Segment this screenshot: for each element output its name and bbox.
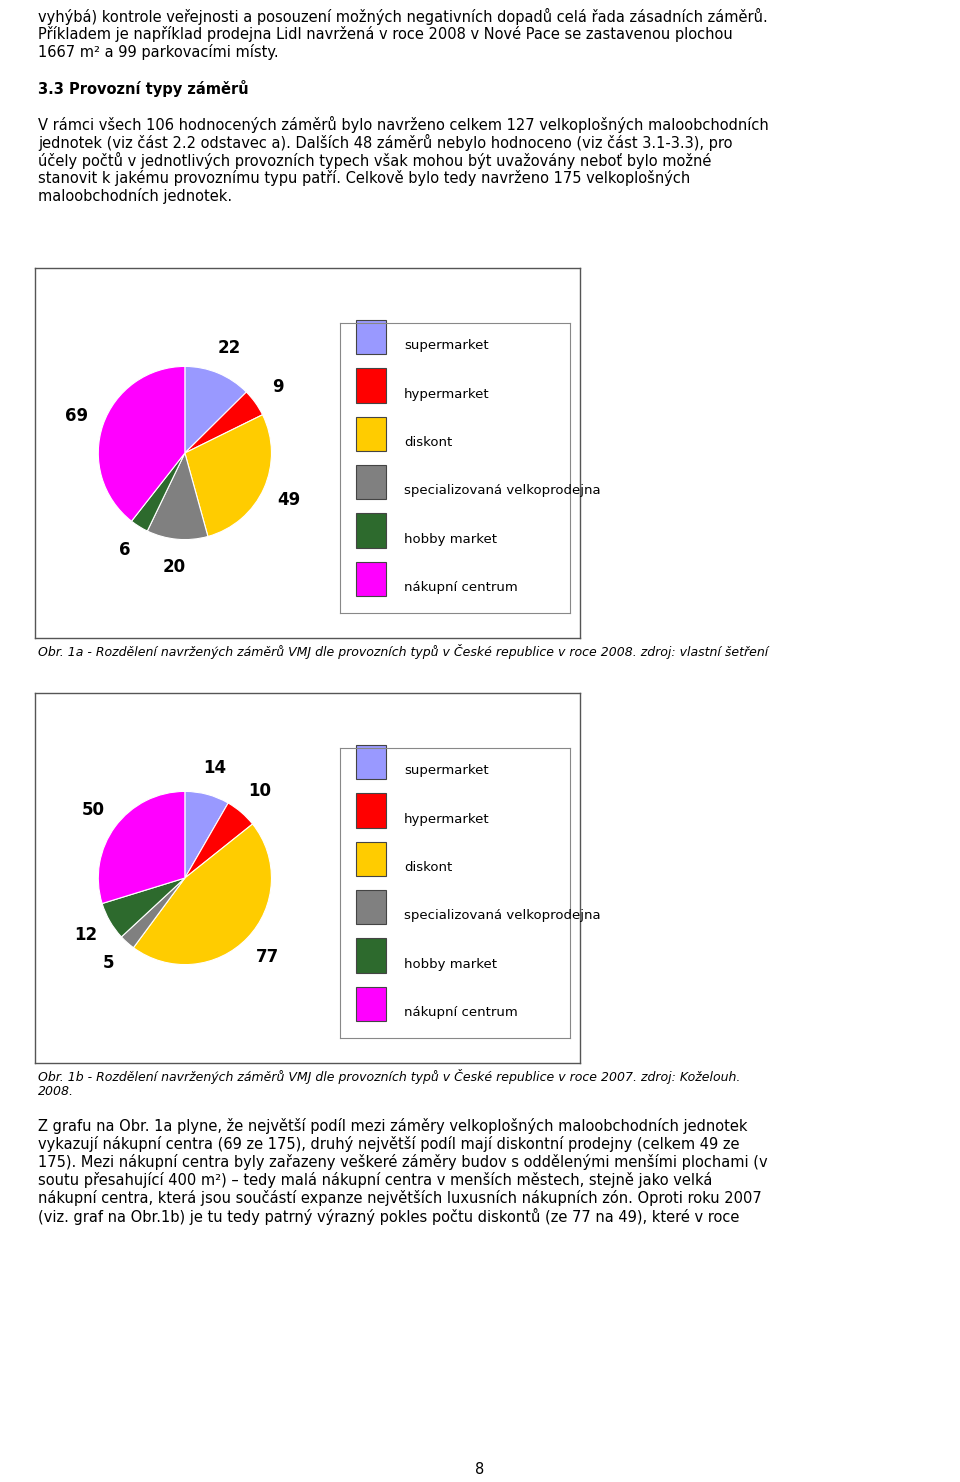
Text: (viz. graf na Obr.1b) je tu tedy patrný výrazný pokles počtu diskontů (ze 77 na : (viz. graf na Obr.1b) je tu tedy patrný … <box>38 1208 739 1226</box>
Text: V rámci všech 106 hodnocených záměrů bylo navrženo celkem 127 velkoplošných malo: V rámci všech 106 hodnocených záměrů byl… <box>38 116 769 133</box>
Wedge shape <box>185 803 252 877</box>
Wedge shape <box>132 453 185 531</box>
Text: nákupní centra, která jsou součástí expanze největších luxusních nákupních zón. : nákupní centra, která jsou součástí expa… <box>38 1190 761 1206</box>
Text: hypermarket: hypermarket <box>404 388 490 400</box>
FancyBboxPatch shape <box>356 368 386 403</box>
Text: 175). Mezi nákupní centra byly zařazeny veškeré záměry budov s oddělenými menším: 175). Mezi nákupní centra byly zařazeny … <box>38 1154 768 1169</box>
FancyBboxPatch shape <box>356 465 386 499</box>
FancyBboxPatch shape <box>356 889 386 925</box>
FancyBboxPatch shape <box>356 745 386 780</box>
Text: 3.3 Provozní typy záměrů: 3.3 Provozní typy záměrů <box>38 80 249 96</box>
FancyBboxPatch shape <box>356 938 386 972</box>
FancyBboxPatch shape <box>356 987 386 1021</box>
Text: 8: 8 <box>475 1463 485 1478</box>
Text: 20: 20 <box>163 557 186 576</box>
Wedge shape <box>147 453 208 539</box>
Text: supermarket: supermarket <box>404 765 489 777</box>
Text: supermarket: supermarket <box>404 339 489 353</box>
Text: 1667 m² a 99 parkovacími místy.: 1667 m² a 99 parkovacími místy. <box>38 44 278 59</box>
Text: vykazují nákupní centra (69 ze 175), druhý největší podíl mají diskontní prodejn: vykazují nákupní centra (69 ze 175), dru… <box>38 1137 739 1152</box>
Text: specializovaná velkoprodejna: specializovaná velkoprodejna <box>404 485 601 498</box>
Text: 5: 5 <box>103 954 114 972</box>
Text: nákupní centrum: nákupní centrum <box>404 581 518 594</box>
Text: Příkladem je například prodejna Lidl navržená v roce 2008 v Nové Pace se zastave: Příkladem je například prodejna Lidl nav… <box>38 27 732 41</box>
Text: maloobchodních jednotek.: maloobchodních jednotek. <box>38 188 232 205</box>
Text: 49: 49 <box>277 491 300 508</box>
Text: vyhýbá) kontrole veřejnosti a posouzení možných negativních dopadů celá řada zás: vyhýbá) kontrole veřejnosti a posouzení … <box>38 7 768 25</box>
Wedge shape <box>98 791 185 904</box>
FancyBboxPatch shape <box>356 320 386 354</box>
Text: 77: 77 <box>255 948 278 966</box>
FancyBboxPatch shape <box>356 513 386 548</box>
Wedge shape <box>102 877 185 937</box>
Text: Obr. 1a - Rozdělení navržených záměrů VMJ dle provozních typů v České republice : Obr. 1a - Rozdělení navržených záměrů VM… <box>38 645 768 659</box>
Text: 9: 9 <box>272 378 284 396</box>
Wedge shape <box>185 791 228 877</box>
FancyBboxPatch shape <box>356 793 386 828</box>
Wedge shape <box>133 824 272 965</box>
Text: jednotek (viz část 2.2 odstavec a). Dalších 48 záměrů nebylo hodnoceno (viz část: jednotek (viz část 2.2 odstavec a). Dalš… <box>38 133 732 151</box>
Text: 14: 14 <box>203 759 226 777</box>
Text: 2008.: 2008. <box>38 1085 74 1098</box>
Text: 10: 10 <box>248 782 271 800</box>
FancyBboxPatch shape <box>356 562 386 596</box>
Text: stanovit k jakému provoznímu typu patří. Celkově bylo tedy navrženo 175 velkoplo: stanovit k jakému provoznímu typu patří.… <box>38 170 690 187</box>
Text: diskont: diskont <box>404 861 452 874</box>
Text: Obr. 1b - Rozdělení navržených záměrů VMJ dle provozních typů v České republice : Obr. 1b - Rozdělení navržených záměrů VM… <box>38 1069 740 1083</box>
Text: specializovaná velkoprodejna: specializovaná velkoprodejna <box>404 910 601 922</box>
Text: 22: 22 <box>217 338 240 357</box>
Text: 6: 6 <box>119 541 131 559</box>
Text: 69: 69 <box>65 406 88 425</box>
Text: nákupní centrum: nákupní centrum <box>404 1006 518 1020</box>
Wedge shape <box>98 366 185 522</box>
Wedge shape <box>121 877 185 947</box>
Wedge shape <box>185 393 262 453</box>
Wedge shape <box>185 415 272 536</box>
Text: 50: 50 <box>82 802 105 820</box>
Wedge shape <box>185 366 247 453</box>
Text: Z grafu na Obr. 1a plyne, že největší podíl mezi záměry velkoplošných maloobchod: Z grafu na Obr. 1a plyne, že největší po… <box>38 1117 748 1134</box>
Text: 12: 12 <box>74 926 98 944</box>
Text: diskont: diskont <box>404 436 452 449</box>
Text: soutu přesahující 400 m²) – tedy malá nákupní centra v menších městech, stejně j: soutu přesahující 400 m²) – tedy malá ná… <box>38 1172 712 1189</box>
FancyBboxPatch shape <box>356 842 386 876</box>
Text: hobby market: hobby market <box>404 532 497 545</box>
FancyBboxPatch shape <box>356 416 386 451</box>
Text: hypermarket: hypermarket <box>404 812 490 825</box>
Text: účely počtů v jednotlivých provozních typech však mohou být uvažovány neboť bylo: účely počtů v jednotlivých provozních ty… <box>38 153 711 169</box>
Text: hobby market: hobby market <box>404 957 497 971</box>
